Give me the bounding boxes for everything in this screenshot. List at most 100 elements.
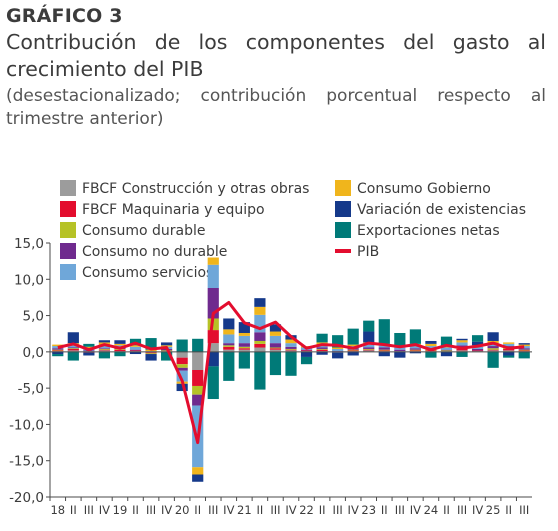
bar-variacion-de-existencias (518, 343, 530, 345)
bar-consumo-gobierno (269, 331, 282, 336)
bar-exportaciones-netas (409, 329, 421, 344)
legend-label: Consumo servicios (82, 265, 213, 281)
bar-consumo-servicios (285, 343, 297, 347)
bar-consumo-servicios (269, 335, 282, 344)
bar-exportaciones-netas (378, 319, 390, 344)
bar-exportaciones-netas (518, 351, 530, 359)
bar-exportaciones-netas (471, 335, 484, 342)
bar-consumo-no-durable (518, 348, 530, 350)
bar-exportaciones-netas (269, 351, 282, 376)
bar-fbcf-maquinaria-y-equipo (254, 343, 266, 348)
bar-exportaciones-netas (347, 328, 359, 345)
bar-consumo-no-durable (254, 332, 266, 341)
x-tick-label: IV (348, 503, 359, 517)
bar-exportaciones-netas (67, 351, 79, 361)
bar-consumo-servicios (207, 264, 219, 288)
bar-consumo-no-durable (440, 349, 453, 351)
x-axis: 18 II III IV 19 II III IV 20 II III IV 21 II III IV 22 II… (49, 496, 532, 517)
legend-item-consumo-no-durable: Consumo no durable (60, 243, 227, 260)
chart-subtitle: (desestacionalizado; contribución porcen… (6, 86, 546, 129)
bar-consumo-servicios (471, 346, 484, 349)
bar-consumo-durable (145, 353, 157, 355)
bar-fbcf-construccion-y-otras-obras (207, 343, 219, 352)
bar-variacion-de-existencias (223, 318, 235, 330)
bar-consumo-servicios (409, 346, 421, 349)
bar-fbcf-construccion-y-otras-obras (503, 350, 515, 352)
bar-fbcf-maquinaria-y-equipo (269, 348, 282, 350)
bar-consumo-no-durable (176, 367, 188, 371)
legend-item-variacion-de-existencias: Variación de existencias (335, 201, 526, 218)
bar-consumo-gobierno (192, 467, 204, 475)
bar-consumo-servicios (238, 335, 250, 344)
x-tick-label: III (270, 503, 280, 517)
legend-item-consumo-durable: Consumo durable (60, 222, 206, 239)
legend-item-fbcf-construccion-y-otras-obras: FBCF Construcción y otras obras (60, 180, 309, 197)
bar-exportaciones-netas (98, 351, 111, 359)
bar-fbcf-maquinaria-y-equipo (487, 349, 499, 351)
x-tick-label: III (519, 503, 529, 517)
bar-variacion-de-existencias (269, 324, 282, 332)
x-tick-label: II (257, 503, 264, 517)
x-tick-label: 22 (299, 503, 314, 517)
bar-consumo-durable (409, 349, 421, 351)
bar-exportaciones-netas (503, 355, 515, 358)
bar-fbcf-construccion-y-otras-obras (363, 350, 375, 352)
x-tick-label: 19 (113, 503, 128, 517)
legend-item-fbcf-maquinaria-y-equipo: FBCF Maquinaria y equipo (60, 201, 265, 218)
bar-consumo-durable (192, 385, 204, 395)
bar-variacion-de-existencias (471, 341, 484, 346)
bar-consumo-gobierno (456, 340, 468, 343)
bar-fbcf-construccion-y-otras-obras (192, 351, 204, 370)
bar-consumo-servicios (456, 342, 468, 346)
bar-consumo-gobierno (332, 347, 344, 349)
bar-variacion-de-existencias (52, 351, 64, 355)
bar-variacion-de-existencias (67, 332, 79, 344)
bar-fbcf-maquinaria-y-equipo (238, 348, 250, 350)
bar-variacion-de-existencias (161, 342, 173, 346)
x-tick-label: II (70, 503, 77, 517)
bar-fbcf-maquinaria-y-equipo (52, 350, 64, 352)
bar-consumo-durable (487, 348, 499, 350)
bar-consumo-no-durable (98, 348, 111, 349)
bar-fbcf-maquinaria-y-equipo (114, 349, 126, 352)
legend-label: Variación de existencias (357, 202, 526, 218)
bar-fbcf-maquinaria-y-equipo (223, 346, 235, 350)
legend-swatch (335, 180, 351, 196)
bar-fbcf-construccion-y-otras-obras (67, 350, 79, 352)
bar-consumo-durable (254, 340, 266, 344)
legend-item-consumo-gobierno: Consumo Gobierno (335, 180, 491, 197)
bar-consumo-no-durable (67, 347, 79, 349)
chart-header: GRÁFICO 3 Contribución de los componente… (6, 4, 546, 131)
legend-swatch (60, 243, 76, 259)
bar-exportaciones-netas (192, 338, 204, 352)
bar-consumo-servicios (114, 345, 126, 348)
bar-consumo-no-durable (378, 347, 390, 350)
x-tick-label: 24 (424, 503, 439, 517)
bar-consumo-gobierno (207, 257, 219, 265)
bar-variacion-de-existencias (332, 352, 344, 359)
bar-consumo-no-durable (300, 349, 313, 351)
bar-exportaciones-netas (363, 320, 375, 332)
bar-consumo-gobierno (503, 342, 515, 344)
legend-item-pib: PIB (335, 244, 379, 260)
bar-exportaciones-netas (114, 351, 126, 357)
x-tick-label: III (208, 503, 218, 517)
bar-consumo-gobierno (83, 346, 95, 349)
bar-variacion-de-existencias (114, 340, 126, 344)
bar-exportaciones-netas (456, 351, 468, 357)
legend-swatch (60, 180, 76, 196)
bar-consumo-servicios (440, 347, 453, 350)
bar-consumo-gobierno (52, 344, 64, 347)
bar-consumo-durable (238, 346, 250, 349)
x-tick-label: III (84, 503, 94, 517)
bar-consumo-gobierno (114, 343, 126, 346)
bar-fbcf-maquinaria-y-equipo (207, 330, 219, 344)
bar-variacion-de-existencias (440, 351, 453, 357)
bar-exportaciones-netas (176, 339, 188, 352)
chart-title: Contribución de los componentes del gast… (6, 30, 546, 81)
plot-area (50, 257, 532, 482)
bar-variacion-de-existencias (347, 351, 359, 356)
y-tick-label: 15,0 (14, 236, 44, 252)
bar-consumo-no-durable (207, 287, 219, 319)
x-tick-label: IV (285, 503, 296, 517)
